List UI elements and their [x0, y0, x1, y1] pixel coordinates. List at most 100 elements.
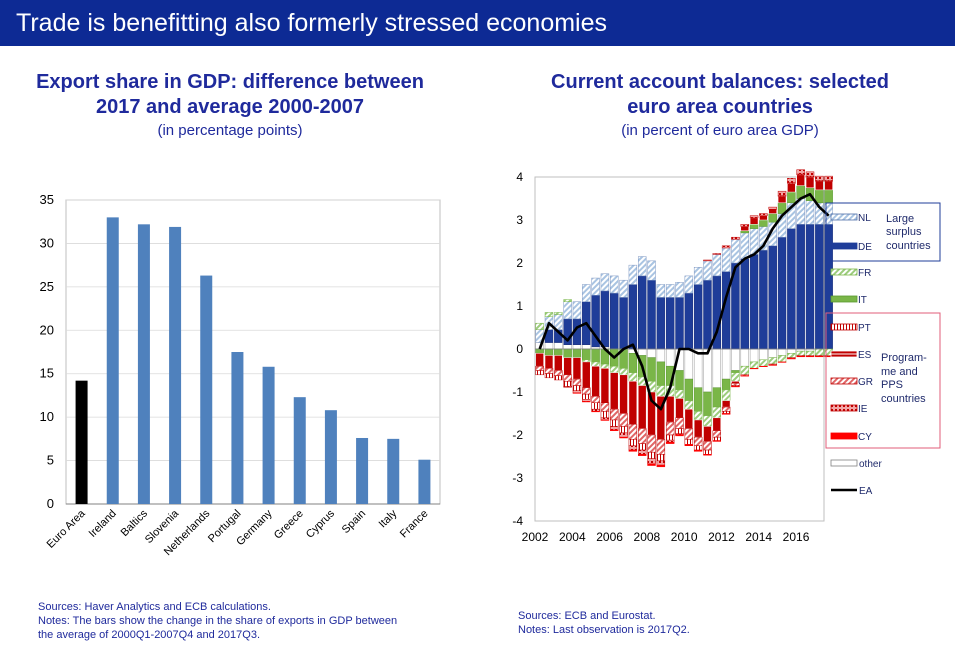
- right-chart-title: Current account balances: selected euro …: [485, 70, 955, 120]
- bar-it-20: [721, 378, 731, 391]
- bar-pt-5: [582, 393, 591, 400]
- right-y-tick-1: 1: [516, 299, 523, 313]
- bar-gr-6: [591, 396, 600, 404]
- y-tick-0: 0: [47, 496, 54, 511]
- bar-other-18: [703, 348, 712, 393]
- bar-it-6: [591, 348, 600, 363]
- bar-other-19: [712, 348, 722, 388]
- bar-es-23: [749, 217, 759, 225]
- bar-other-26: [777, 348, 787, 356]
- legend-item-cy: CY: [830, 432, 872, 443]
- bar-cy-26: [777, 361, 787, 363]
- bar-de-27: [787, 228, 796, 350]
- right-chart-title-line1: Current account balances: selected: [551, 71, 889, 93]
- bar-fr-7: [600, 363, 610, 369]
- legend-item-it: IT: [830, 295, 867, 306]
- bar-ie-28: [796, 169, 805, 175]
- legend-group-surplus: Large surplus countries: [886, 213, 931, 252]
- bar-fr-21: [731, 372, 740, 382]
- bar-other-25: [768, 348, 777, 358]
- bar-pt-9: [619, 426, 628, 434]
- bar-other-16: [684, 348, 694, 380]
- legend-group-programme-line1: Program-: [881, 352, 927, 364]
- bar-it-13: [656, 361, 666, 386]
- bar-de-30: [815, 224, 824, 350]
- bar-de-24: [759, 249, 768, 350]
- bar-es-29: [805, 176, 815, 188]
- right-y-tick-4: 4: [516, 170, 523, 184]
- bar-cyprus: [324, 410, 337, 504]
- bar-ie-24: [759, 213, 768, 216]
- bar-gr-9: [619, 413, 628, 427]
- bar-nl-12: [647, 260, 656, 281]
- bar-other-24: [759, 348, 768, 360]
- bar-gr-15: [675, 417, 684, 429]
- legend-swatch-ie: [830, 404, 858, 412]
- bar-es-4: [572, 357, 582, 380]
- bar-ie-9: [619, 432, 628, 438]
- bar-pt-2: [554, 375, 563, 381]
- bar-other-4: [572, 344, 582, 350]
- right-chart-subtitle: (in percent of euro area GDP): [621, 122, 819, 139]
- bar-euro-area: [75, 380, 88, 504]
- bar-cy-29: [805, 356, 815, 358]
- right-x-tick-2006: 2006: [596, 530, 623, 544]
- bar-greece: [293, 397, 306, 504]
- bar-fr-9: [619, 368, 628, 376]
- bar-pt-14: [665, 434, 675, 441]
- bar-fr-28: [796, 350, 805, 356]
- bar-pt-8: [610, 419, 619, 427]
- right-y-tick-3: 3: [516, 213, 523, 227]
- legend-item-ie: IE: [830, 404, 868, 415]
- bar-nl-22: [740, 232, 749, 259]
- y-tick-10: 10: [40, 409, 54, 424]
- bar-cy-4: [572, 392, 582, 394]
- bar-pt-18: [703, 449, 712, 455]
- y-tick-20: 20: [40, 322, 54, 337]
- right-sources: Sources: ECB and Eurostat.: [518, 610, 656, 622]
- bar-it-22: [740, 230, 749, 234]
- x-tick-greece: Greece: [272, 508, 306, 542]
- bar-nl-9: [619, 279, 628, 298]
- bar-gr-3: [563, 374, 572, 382]
- bar-de-13: [656, 297, 666, 350]
- right-x-tick-2016: 2016: [783, 530, 810, 544]
- bar-it-4: [572, 348, 582, 358]
- bar-es-31: [824, 181, 833, 191]
- bar-fr-27: [787, 353, 796, 358]
- bar-cy-12: [647, 463, 656, 466]
- bar-cy-22: [740, 375, 749, 377]
- bar-cy-7: [600, 419, 610, 421]
- bar-ie-20: [721, 245, 731, 249]
- bar-nl-17: [693, 267, 703, 285]
- bar-cy-14: [665, 442, 675, 444]
- bar-es-10: [628, 381, 638, 425]
- legend-swatch-pt: [830, 323, 858, 331]
- bar-it-30: [815, 189, 824, 204]
- bar-gr-12: [647, 434, 656, 453]
- bar-fr-25: [768, 357, 777, 365]
- legend-swatch-it: [830, 295, 858, 303]
- legend-group-programme-line2: me and: [881, 366, 918, 378]
- bar-de-29: [805, 224, 815, 350]
- legend-item-pt: PT: [830, 323, 871, 334]
- left-notes-line2: the average of 2000Q1-2007Q4 and 2017Q3.: [38, 629, 261, 641]
- bar-it-0: [535, 348, 544, 354]
- bar-pt-1: [544, 373, 554, 379]
- right-y-tick--3: -3: [512, 471, 523, 485]
- legend-label-es: ES: [858, 350, 872, 361]
- bar-fr-20: [721, 389, 731, 401]
- bar-fr-10: [628, 372, 638, 382]
- right-x-tick-2008: 2008: [634, 530, 661, 544]
- bar-de-11: [637, 275, 647, 350]
- bar-es-21: [731, 381, 740, 384]
- bar-fr-3: [563, 299, 572, 302]
- legend-group-surplus-line2: surplus: [886, 226, 922, 238]
- bar-italy: [387, 438, 400, 504]
- bar-ireland: [106, 217, 119, 504]
- bar-es-25: [768, 209, 777, 214]
- bar-de-16: [684, 292, 694, 350]
- bar-nl-6: [591, 277, 600, 296]
- bar-ie-21: [731, 236, 740, 240]
